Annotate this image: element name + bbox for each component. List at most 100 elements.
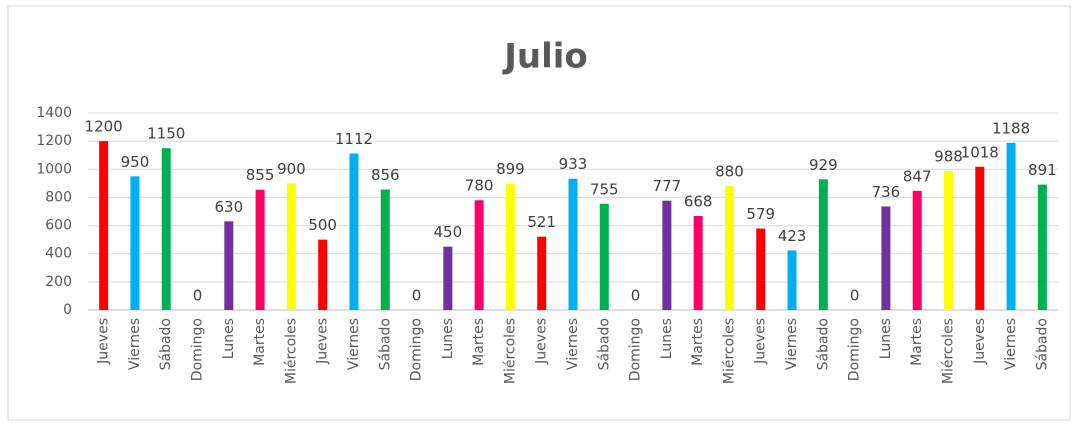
bar (443, 246, 453, 310)
value-label: 0 (193, 287, 203, 305)
bar (474, 200, 484, 310)
value-label: 500 (308, 216, 337, 234)
bar (161, 148, 171, 310)
value-label: 521 (527, 213, 556, 231)
value-label: 1188 (992, 119, 1030, 137)
bar (912, 190, 922, 310)
x-tick-label: Jueves (972, 318, 988, 365)
bar (599, 203, 609, 310)
x-tick-label: Viernes (1003, 318, 1019, 370)
bar (975, 166, 985, 310)
x-tick-label: Jueves (534, 318, 550, 365)
x-tick-label: Jueves (753, 318, 769, 365)
x-tick-label: Viernes (784, 318, 800, 370)
x-tick-label: Sábado (158, 318, 174, 370)
x-tick-label: Miércoles (502, 318, 518, 384)
y-tick-label: 800 (45, 189, 72, 205)
value-label: 880 (715, 163, 744, 181)
bar (380, 189, 390, 310)
x-tick-label: Sábado (377, 318, 393, 370)
value-label: 579 (746, 205, 775, 223)
bar (881, 206, 891, 310)
value-label: 847 (903, 167, 932, 185)
y-tick-label: 1200 (36, 133, 72, 149)
value-label: 856 (371, 166, 400, 184)
x-tick-label: Martes (252, 318, 268, 366)
bar (99, 141, 109, 310)
value-label: 0 (412, 287, 422, 305)
x-tick-label: Viernes (565, 318, 581, 370)
bar (818, 179, 828, 310)
bar (224, 221, 234, 310)
y-tick-label: 400 (45, 246, 72, 262)
x-tick-label: Domingo (847, 318, 863, 381)
value-label: 736 (872, 183, 901, 201)
bar (1006, 142, 1016, 310)
x-tick-label: Jueves (315, 318, 331, 365)
value-label: 668 (684, 193, 713, 211)
bar (349, 153, 359, 310)
y-tick-label: 0 (63, 302, 72, 318)
x-tick-label: Sábado (596, 318, 612, 370)
x-tick-label: Martes (471, 318, 487, 366)
bar (693, 216, 703, 310)
value-label: 1018 (961, 143, 999, 161)
value-label: 423 (778, 227, 807, 245)
value-label: 929 (809, 156, 838, 174)
value-label: 450 (434, 223, 463, 241)
bar (756, 228, 766, 310)
bar (255, 189, 265, 310)
y-tick-label: 1000 (36, 161, 72, 177)
bar (130, 176, 140, 310)
value-label: 900 (277, 160, 306, 178)
bar (318, 239, 328, 310)
value-label: 1200 (85, 118, 123, 136)
x-tick-label: Viernes (127, 318, 143, 370)
x-tick-label: Lunes (440, 318, 456, 359)
bar (943, 170, 953, 310)
x-tick-label: Viernes (346, 318, 362, 370)
value-label: 1112 (335, 130, 373, 148)
chart-frame (7, 5, 1071, 421)
y-tick-label: 600 (45, 218, 72, 234)
bar (568, 178, 578, 310)
value-label: 891 (1028, 161, 1057, 179)
value-label: 780 (465, 177, 494, 195)
value-label: 0 (631, 287, 641, 305)
value-label: 899 (496, 160, 525, 178)
y-tick-label: 1400 (36, 105, 72, 121)
bar (724, 186, 734, 310)
x-tick-label: Domingo (190, 318, 206, 381)
value-label: 950 (121, 153, 150, 171)
value-label: 630 (214, 198, 243, 216)
chart-title: Julio (502, 37, 588, 77)
bar (662, 200, 672, 310)
value-label: 933 (559, 155, 588, 173)
x-tick-label: Sábado (815, 318, 831, 370)
bar (286, 183, 296, 310)
value-label: 755 (590, 180, 619, 198)
bar (537, 236, 547, 310)
value-label: 777 (653, 177, 682, 195)
bar (787, 250, 797, 310)
x-tick-label: Miércoles (283, 318, 299, 384)
bar (505, 183, 515, 310)
x-tick-label: Miércoles (721, 318, 737, 384)
x-tick-label: Sábado (1034, 318, 1050, 370)
x-tick-label: Lunes (659, 318, 675, 359)
y-tick-label: 200 (45, 274, 72, 290)
x-tick-label: Jueves (96, 318, 112, 365)
bar (1037, 184, 1047, 310)
value-label: 855 (246, 166, 275, 184)
x-tick-label: Martes (909, 318, 925, 366)
x-tick-label: Martes (690, 318, 706, 366)
x-tick-label: Lunes (878, 318, 894, 359)
x-tick-label: Lunes (221, 318, 237, 359)
value-label: 988 (934, 147, 963, 165)
x-tick-label: Domingo (409, 318, 425, 381)
value-label: 0 (850, 287, 860, 305)
value-label: 1150 (147, 125, 185, 143)
x-tick-label: Miércoles (940, 318, 956, 384)
x-tick-label: Domingo (628, 318, 644, 381)
